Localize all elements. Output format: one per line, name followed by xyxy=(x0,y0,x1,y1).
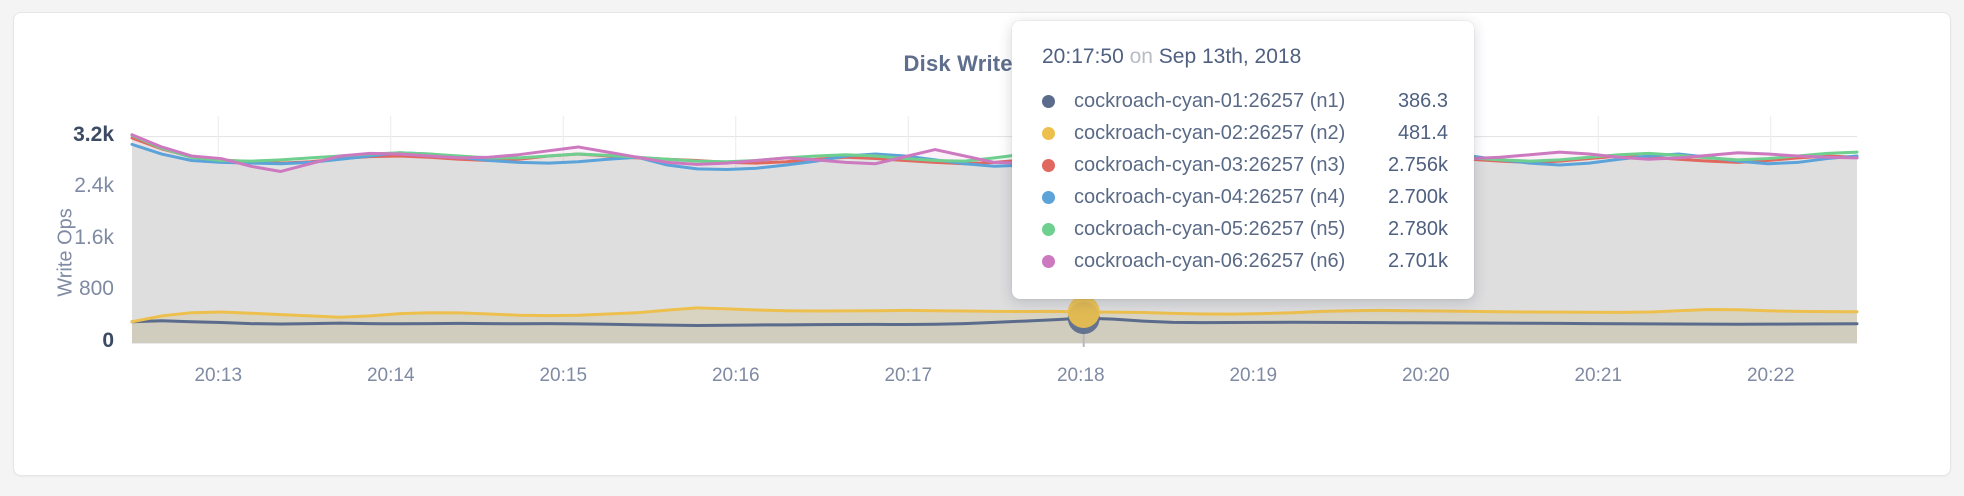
y-tick-label: 3.2k xyxy=(73,122,114,146)
y-tick-label: 800 xyxy=(78,277,114,301)
tooltip-series-value: 386.3 xyxy=(1397,89,1448,112)
tooltip-row: cockroach-cyan-02:26257 (n2) 481.4 xyxy=(1042,117,1448,149)
tooltip-row: cockroach-cyan-04:26257 (n4) 2.700k xyxy=(1042,181,1448,213)
tooltip-series-value: 2.780k xyxy=(1387,217,1448,240)
series-color-dot-icon xyxy=(1042,158,1055,172)
tooltip-series-name: cockroach-cyan-05:26257 (n5) xyxy=(1074,217,1346,240)
tooltip-time: 20:17:50 xyxy=(1042,45,1124,68)
hover-point-marker xyxy=(1067,295,1100,328)
y-tick-label: 2.4k xyxy=(74,174,114,198)
series-color-dot-icon xyxy=(1042,94,1055,108)
x-tick-label: 20:22 xyxy=(1746,365,1795,386)
x-tick-label: 20:17 xyxy=(884,365,933,386)
tooltip-series-name: cockroach-cyan-06:26257 (n6) xyxy=(1074,249,1346,272)
tooltip-series-name: cockroach-cyan-01:26257 (n1) xyxy=(1074,89,1346,112)
series-area-n3 xyxy=(132,137,1857,172)
hover-tooltip: 20:17:50 on Sep 13th, 2018 cockroach-cya… xyxy=(1012,21,1474,299)
x-tick-label: 20:16 xyxy=(711,365,760,386)
x-tick-label: 20:13 xyxy=(194,365,243,386)
tooltip-series-name: cockroach-cyan-04:26257 (n4) xyxy=(1074,185,1346,208)
series-line xyxy=(130,316,1859,327)
x-tick-label: 20:21 xyxy=(1574,365,1623,386)
tooltip-series-value: 2.701k xyxy=(1387,249,1448,272)
tooltip-series-name: cockroach-cyan-03:26257 (n3) xyxy=(1074,153,1346,176)
x-tick-label: 20:14 xyxy=(366,365,415,386)
tooltip-series-name: cockroach-cyan-02:26257 (n2) xyxy=(1074,121,1346,144)
tooltip-on-word: on xyxy=(1129,45,1153,68)
tooltip-row: cockroach-cyan-03:26257 (n3) 2.756k xyxy=(1042,149,1448,181)
tooltip-row: cockroach-cyan-06:26257 (n6) 2.701k xyxy=(1042,245,1448,277)
tooltip-series-value: 2.756k xyxy=(1387,153,1448,176)
x-tick-label: 20:19 xyxy=(1229,365,1278,386)
tooltip-header: 20:17:50 on Sep 13th, 2018 xyxy=(1042,45,1448,69)
series-color-dot-icon xyxy=(1042,126,1055,140)
tooltip-row: cockroach-cyan-01:26257 (n1) 386.3 xyxy=(1042,85,1448,117)
tooltip-series-value: 2.700k xyxy=(1387,185,1448,208)
y-tick-label: 0 xyxy=(102,329,114,352)
x-tick-label: 20:18 xyxy=(1056,365,1105,386)
series-line xyxy=(130,133,1859,166)
series-color-dot-icon xyxy=(1042,190,1055,204)
series-line xyxy=(130,133,1859,173)
series-color-dot-icon xyxy=(1042,222,1055,236)
tooltip-series-value: 481.4 xyxy=(1397,121,1448,144)
x-tick-label: 20:20 xyxy=(1401,365,1450,386)
tooltip-date: Sep 13th, 2018 xyxy=(1158,45,1302,68)
x-tick-label: 20:15 xyxy=(539,365,588,386)
disk-write-ops-card: Disk Write Ops Write Ops 3.2k 2.4k 1.6k 800… xyxy=(13,12,1951,476)
series-color-dot-icon xyxy=(1042,254,1055,268)
tooltip-series-list: cockroach-cyan-01:26257 (n1) 386.3 cockroa… xyxy=(1042,85,1448,277)
tooltip-row: cockroach-cyan-05:26257 (n5) 2.780k xyxy=(1042,213,1448,245)
chart-plot-area[interactable]: Write Ops 3.2k 2.4k 1.6k 800 0 20:13 20:14 20:… xyxy=(14,13,1952,477)
y-tick-label: 1.6k xyxy=(74,225,114,249)
series-line xyxy=(130,306,1859,324)
line-chart-svg[interactable] xyxy=(14,13,1952,477)
